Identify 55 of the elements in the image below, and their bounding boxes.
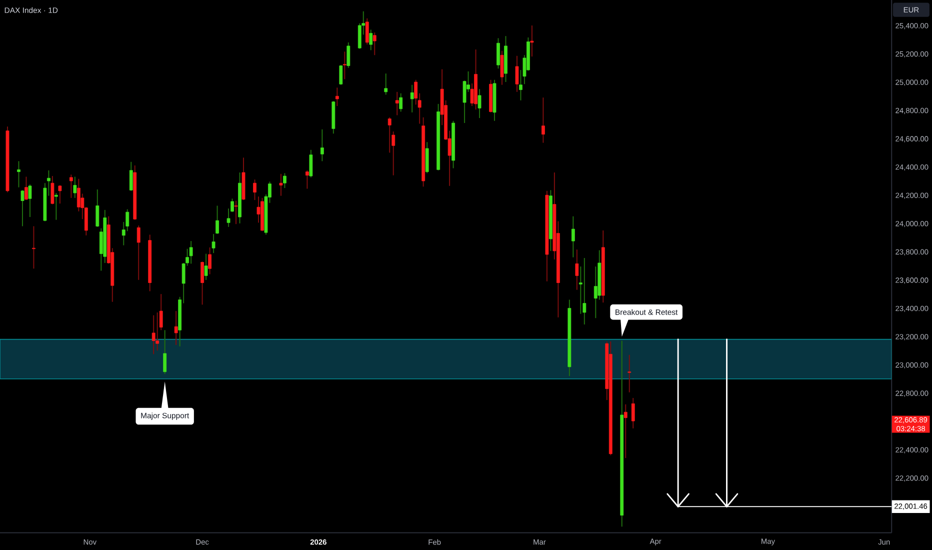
candlestick (163, 330, 167, 374)
candlestick (73, 176, 77, 198)
candlestick (20, 190, 24, 227)
candlestick (571, 216, 575, 258)
candlestick (372, 32, 376, 56)
candlestick (515, 55, 519, 92)
candlestick (369, 29, 373, 51)
candlestick (253, 179, 256, 201)
candlestick (69, 174, 73, 198)
candlestick (54, 192, 58, 220)
candlestick (212, 233, 216, 254)
candlestick (283, 172, 286, 189)
candlestick (342, 51, 346, 80)
candlestick (279, 173, 283, 196)
candlestick (17, 160, 20, 188)
candlestick (234, 200, 238, 225)
candlestick (32, 226, 36, 270)
candlestick (478, 88, 482, 119)
candlestick (530, 24, 534, 58)
candlestick (204, 253, 208, 280)
candlestick (24, 176, 28, 201)
candlestick (28, 184, 32, 218)
candlestick (129, 161, 133, 192)
candlestick (96, 188, 100, 228)
candlestick (216, 205, 219, 234)
candlestick (189, 240, 193, 264)
candlestick (575, 249, 579, 290)
candlestick (58, 184, 62, 204)
candlestick (346, 42, 350, 68)
candlestick (309, 149, 313, 178)
candlestick (335, 87, 339, 107)
candlestick (542, 97, 545, 144)
candlestick (496, 38, 500, 70)
candlestick (136, 224, 140, 280)
candlestick (384, 73, 388, 96)
candlestick (152, 314, 156, 355)
candlestick (624, 404, 628, 459)
candlestick (399, 92, 403, 112)
candlestick (365, 18, 369, 46)
candlestick (156, 312, 160, 352)
candlestick (305, 170, 309, 190)
candlestick (174, 310, 178, 346)
candlestick (500, 50, 504, 86)
candlestick (631, 397, 635, 429)
candlestick (388, 116, 392, 154)
candlestick (628, 354, 632, 393)
candlestick (208, 246, 212, 275)
candlestick (320, 128, 324, 162)
candlestick (410, 84, 414, 113)
candlestick (582, 258, 586, 325)
candlestick (50, 176, 54, 205)
candlestick (425, 142, 429, 174)
candlestick (339, 64, 343, 86)
candlestick (200, 261, 204, 306)
candlestick (395, 91, 399, 116)
